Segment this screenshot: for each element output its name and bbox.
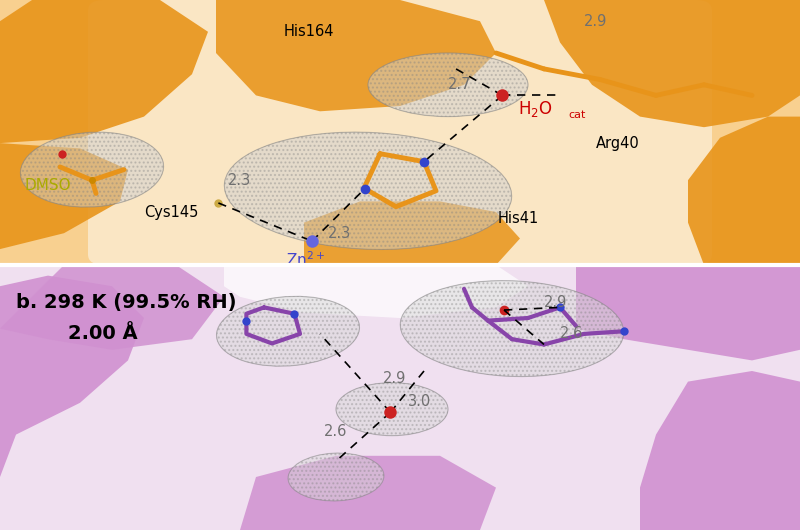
Polygon shape <box>0 265 224 350</box>
Text: 2.00 Å: 2.00 Å <box>68 324 138 343</box>
Ellipse shape <box>288 453 384 501</box>
Bar <box>0 0 800 265</box>
Polygon shape <box>640 371 800 530</box>
Text: H$_2$O: H$_2$O <box>518 99 553 119</box>
Polygon shape <box>544 0 800 127</box>
Text: 2.3: 2.3 <box>228 173 251 188</box>
Polygon shape <box>240 456 496 530</box>
Text: 2.7: 2.7 <box>448 77 471 92</box>
Text: His164: His164 <box>284 24 334 39</box>
Polygon shape <box>0 0 208 143</box>
Text: 3.0: 3.0 <box>408 394 431 409</box>
Bar <box>0 265 800 530</box>
FancyBboxPatch shape <box>88 0 712 265</box>
Ellipse shape <box>224 132 512 250</box>
Polygon shape <box>304 201 520 265</box>
Ellipse shape <box>217 296 359 366</box>
Polygon shape <box>0 143 128 265</box>
Text: 2.9: 2.9 <box>544 295 567 310</box>
Text: Arg40: Arg40 <box>596 136 640 151</box>
Ellipse shape <box>400 281 624 376</box>
Text: Zn$^{2+}$: Zn$^{2+}$ <box>286 250 326 269</box>
Polygon shape <box>224 265 528 318</box>
Ellipse shape <box>368 53 528 117</box>
Text: 2.9: 2.9 <box>382 372 406 386</box>
Text: 2.6: 2.6 <box>560 326 583 341</box>
Text: b. 298 K (99.5% RH): b. 298 K (99.5% RH) <box>16 293 237 312</box>
Polygon shape <box>576 265 800 360</box>
Text: cat: cat <box>568 110 586 120</box>
Polygon shape <box>0 276 144 530</box>
Text: 2.9: 2.9 <box>584 14 607 29</box>
Text: 2.6: 2.6 <box>324 425 347 439</box>
Polygon shape <box>688 117 800 265</box>
Ellipse shape <box>336 383 448 436</box>
Text: 2.3: 2.3 <box>328 226 351 241</box>
Text: Cys145: Cys145 <box>144 205 198 219</box>
Text: DMSO: DMSO <box>24 178 70 193</box>
Ellipse shape <box>21 132 163 207</box>
Polygon shape <box>216 0 496 111</box>
Text: His41: His41 <box>498 211 539 226</box>
